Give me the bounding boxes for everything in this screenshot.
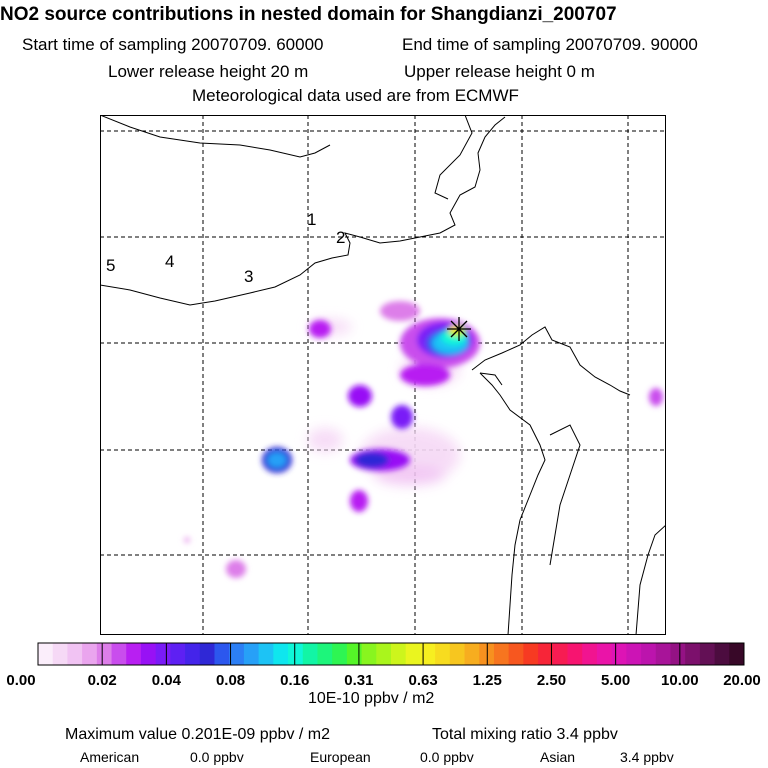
region-label-4: 4 [165,252,174,271]
colorbar-cell [288,643,304,665]
colorbar-cell [140,643,157,665]
colorbar-cell [464,643,480,665]
colorbar-cells [38,643,745,665]
colorbar-cell [729,643,745,665]
colorbar-cell [199,643,215,665]
colorbar-cell [538,643,554,665]
colorbar-tick-label: 0.08 [216,672,245,688]
colorbar-tick-label: 0.02 [88,672,117,688]
colorbar-cell [38,643,54,665]
american-value: 0.0 ppbv [190,749,244,765]
colorbar-cell [185,643,201,665]
colorbar-cell [714,643,730,665]
colorbar-tick-label: 0.31 [344,672,373,688]
colorbar-cell [67,643,83,665]
colorbar-cell [96,643,112,665]
colorbar-tick-label: 20.00 [723,672,761,688]
colorbar-cell [420,643,436,665]
map-panel: 1 2 3 4 5 [100,115,666,635]
lat-lon-grid [100,115,666,635]
colorbar-cell [405,643,421,665]
colorbar-cell [346,643,362,665]
start-time-text: Start time of sampling 20070709. 60000 [22,35,324,54]
region-label-1: 1 [307,210,316,229]
colorbar-cell [508,643,524,665]
colorbar-cell [361,643,377,665]
colorbar-tick-label: 2.50 [537,672,566,688]
colorbar-cell [243,643,260,665]
colorbar-cell [332,643,348,665]
colorbar-cell [699,643,715,665]
colorbar-cell [670,643,686,665]
met-data-text: Meteorological data used are from ECMWF [192,86,519,105]
american-label: American [80,749,140,765]
european-value: 0.0 ppbv [420,749,474,765]
asian-label: Asian [540,749,576,765]
colorbar-tick-label: 0.63 [408,672,437,688]
european-label: European [310,749,371,765]
end-time-text: End time of sampling 20070709. 90000 [402,35,698,54]
region-label-2: 2 [336,228,345,247]
colorbar-cell [596,643,613,665]
colorbar-cell [155,643,171,665]
colorbar-cell [611,643,627,665]
colorbar-cell [685,643,701,665]
receptor-site-marker [447,317,471,341]
colorbar-tick-label: 10.00 [661,672,699,688]
colorbar-cell [435,643,451,665]
colorbar-cell [391,643,407,665]
colorbar-ticks [37,643,745,665]
colorbar-labels: 0.00 0.02 0.04 0.08 0.16 0.31 0.63 1.25 2.50 5.00… [6,672,760,688]
lower-height-text: Lower release height 20 m [108,62,309,81]
upper-height-text: Upper release height 0 m [404,62,595,81]
coastline [100,115,666,635]
colorbar-cell [655,643,671,665]
colorbar-cell [567,643,583,665]
colorbar: 0.00 0.02 0.04 0.08 0.16 0.31 0.63 1.25 2.50 5.00… [6,642,761,688]
colorbar-cell [52,643,68,665]
asian-value: 3.4 ppbv [620,749,674,765]
colorbar-cell [82,643,98,665]
colorbar-unit: 10E-10 ppbv / m2 [308,690,435,707]
colorbar-cell [214,643,230,665]
colorbar-cell [111,643,127,665]
colorbar-cell [229,643,245,665]
maximum-value-text: Maximum value 0.201E-09 ppbv / m2 [65,726,331,743]
colorbar-cell [273,643,289,665]
colorbar-cell [552,643,568,665]
colorbar-tick-label: 1.25 [473,672,502,688]
colorbar-tick-label: 5.00 [601,672,630,688]
colorbar-cell [449,643,465,665]
colorbar-cell [302,643,318,665]
colorbar-tick-label: 0.16 [280,672,309,688]
colorbar-cell [126,643,142,665]
colorbar-cell [582,643,598,665]
colorbar-cell [493,643,510,665]
colorbar-cell [317,643,333,665]
colorbar-cell [641,643,657,665]
region-label-3: 3 [244,267,253,286]
colorbar-tick-label: 0.04 [152,672,182,688]
map-frame [100,115,666,635]
colorbar-cell [523,643,539,665]
total-mixing-text: Total mixing ratio 3.4 ppbv [432,726,618,743]
region-label-5: 5 [106,256,115,275]
colorbar-cell [626,643,642,665]
colorbar-cell [376,643,392,665]
colorbar-tick-label: 0.00 [6,672,35,688]
colorbar-cell [170,643,186,665]
colorbar-cell [258,643,274,665]
plot-title: NO2 source contributions in nested domai… [0,4,617,25]
